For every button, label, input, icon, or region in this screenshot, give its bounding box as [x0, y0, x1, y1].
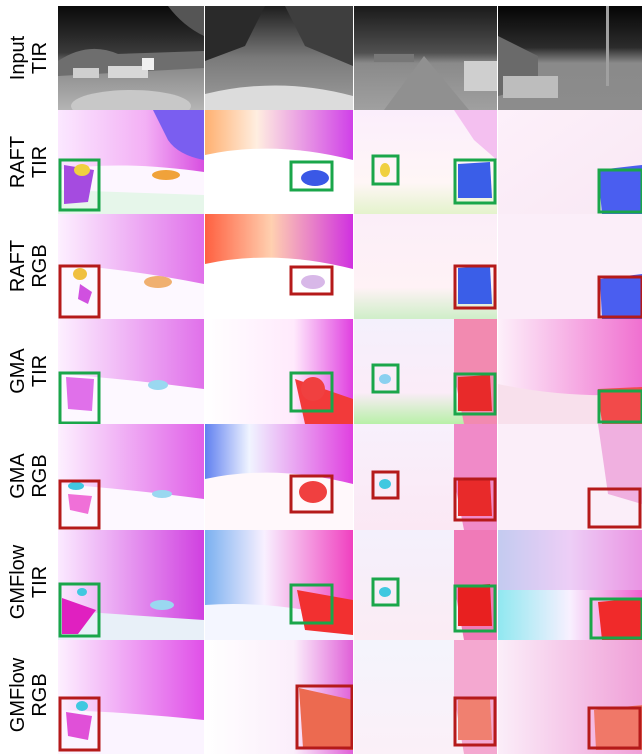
- row-label-line1: GMFlow: [7, 544, 29, 620]
- flow-map: [58, 319, 204, 424]
- flow-map: [58, 424, 204, 530]
- row-label-raft-tir: RAFT TIR: [0, 110, 58, 214]
- flow-map: [354, 424, 497, 530]
- row-label-gma-rgb: GMA RGB: [0, 424, 58, 528]
- row-label-raft-rgb: RAFT RGB: [0, 214, 58, 318]
- row-label-line2: RGB: [29, 244, 51, 288]
- flow-map: [498, 530, 642, 640]
- row-label-gmflow-tir: GMFlow TIR: [0, 530, 58, 634]
- row-label-gmflow-rgb: GMFlow RGB: [0, 640, 58, 750]
- flow-map: [205, 530, 353, 640]
- flow-map: [354, 214, 497, 319]
- row-label-line2: TIR: [29, 41, 51, 75]
- row-label-line2: RGB: [29, 454, 51, 498]
- row-label-line2: TIR: [29, 565, 51, 599]
- row-label-line1: Input: [7, 35, 29, 81]
- flow-map: [354, 319, 497, 424]
- flow-map: [58, 214, 204, 319]
- flow-map: [354, 530, 497, 640]
- flow-map: [498, 319, 642, 424]
- row-label-line2: TIR: [29, 354, 51, 388]
- flow-map: [205, 110, 353, 214]
- flow-map: [58, 110, 204, 214]
- flow-map: [354, 640, 497, 754]
- row-label-line1: RAFT: [7, 135, 29, 189]
- flow-map: [205, 424, 353, 530]
- row-label-line1: GMA: [7, 348, 29, 394]
- row-label-input-tir: Input TIR: [0, 6, 58, 110]
- row-label-line2: RGB: [29, 673, 51, 717]
- flow-map: [498, 640, 642, 754]
- thermal-image: [498, 6, 642, 110]
- flow-map: [354, 110, 497, 214]
- flow-map: [205, 319, 353, 424]
- flow-map: [58, 530, 204, 640]
- row-label-line1: GMA: [7, 453, 29, 499]
- row-label-line1: RAFT: [7, 239, 29, 293]
- flow-map: [498, 214, 642, 319]
- thermal-image: [354, 6, 497, 110]
- row-label-line1: GMFlow: [7, 657, 29, 733]
- flow-map: [498, 424, 642, 530]
- thermal-image: [58, 6, 204, 110]
- flow-map: [205, 214, 353, 319]
- flow-map: [498, 110, 642, 214]
- flow-map: [205, 640, 353, 754]
- row-label-gma-tir: GMA TIR: [0, 319, 58, 423]
- flow-map: [58, 640, 204, 754]
- row-label-line2: TIR: [29, 145, 51, 179]
- thermal-image: [205, 6, 353, 110]
